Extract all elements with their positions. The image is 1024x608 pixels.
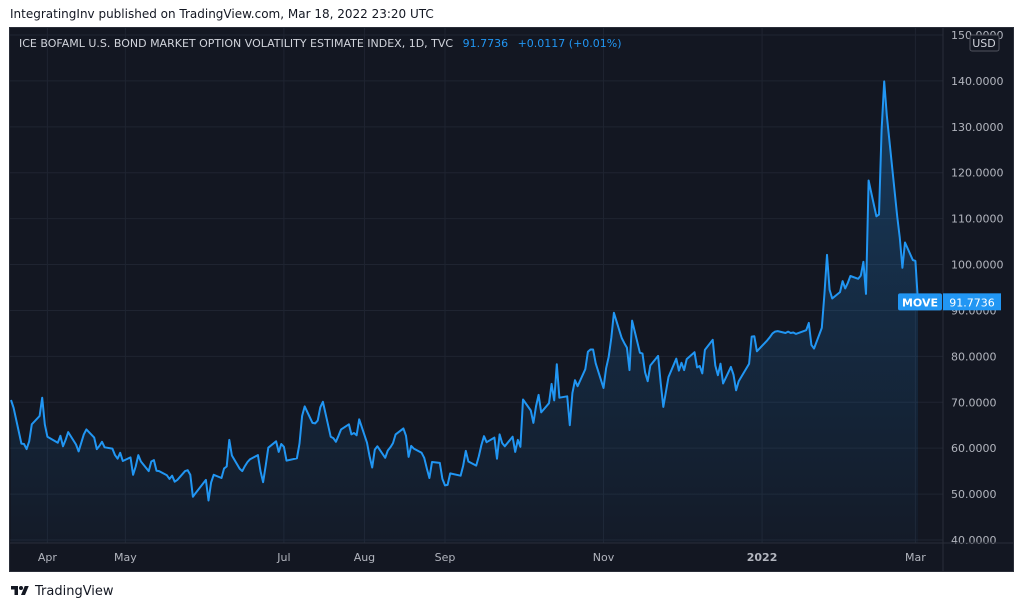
currency-badge-bg: [969, 34, 1000, 52]
last-value-bg: [943, 293, 1001, 311]
x-tick-label: Apr: [38, 551, 58, 564]
tradingview-logo-icon: [11, 586, 29, 595]
last-value: 91.7736: [949, 296, 995, 309]
x-tick-label: Nov: [593, 551, 615, 564]
y-tick-label: 120.0000: [951, 167, 1004, 180]
y-tick-label: 60.0000: [951, 442, 997, 455]
x-tick-label: Sep: [435, 551, 456, 564]
y-tick-label: 110.0000: [951, 213, 1004, 226]
svg-text:ICE BOFAML U.S. BOND MARKET OP: ICE BOFAML U.S. BOND MARKET OPTION VOLAT…: [19, 37, 622, 50]
published-header: IntegratingInv published on TradingView.…: [10, 7, 434, 21]
x-tick-label: Mar: [905, 551, 926, 564]
footer[interactable]: TradingView: [10, 582, 114, 600]
legend-last-value: 91.7736: [463, 37, 509, 50]
y-tick-label: 50.0000: [951, 488, 997, 501]
last-price-label: MOVE 91.7736: [898, 293, 1001, 311]
chart-panel[interactable]: 150.0000140.0000130.0000120.0000110.0000…: [9, 27, 1014, 572]
x-tick-label: Aug: [354, 551, 375, 564]
x-tick-label: May: [114, 551, 137, 564]
chart-svg[interactable]: 150.0000140.0000130.0000120.0000110.0000…: [10, 28, 1013, 571]
y-tick-label: 80.0000: [951, 350, 997, 363]
legend: ICE BOFAML U.S. BOND MARKET OPTION VOLAT…: [19, 37, 622, 50]
y-tick-label: 140.0000: [951, 75, 1004, 88]
price-scale[interactable]: 150.0000140.0000130.0000120.0000110.0000…: [951, 29, 1004, 547]
y-tick-label: 40.0000: [951, 534, 997, 547]
legend-title: ICE BOFAML U.S. BOND MARKET OPTION VOLAT…: [19, 37, 453, 50]
y-tick-label: 70.0000: [951, 396, 997, 409]
time-scale[interactable]: Apr May Jul Aug Sep Nov 2022 Mar: [38, 551, 926, 564]
last-symbol-bg: [898, 293, 942, 311]
y-tick-label: 100.0000: [951, 259, 1004, 272]
y-tick-label: 130.0000: [951, 121, 1004, 134]
series-line: [10, 80, 919, 502]
series-area: [11, 81, 918, 544]
footer-brand: TradingView: [35, 583, 114, 599]
legend-change: +0.0117 (+0.01%): [518, 37, 622, 50]
currency-badge: USD: [972, 37, 996, 50]
x-tick-label: 2022: [747, 551, 778, 564]
x-tick-label: Jul: [276, 551, 290, 564]
last-symbol: MOVE: [902, 296, 938, 309]
